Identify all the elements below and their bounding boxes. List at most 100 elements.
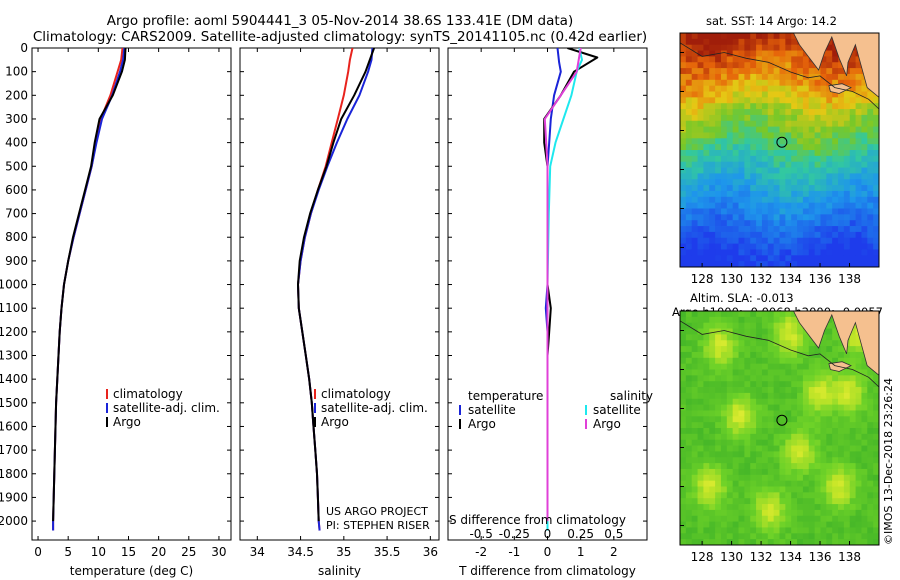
map-cell: [826, 351, 833, 359]
map-cell: [744, 33, 751, 40]
map-cell: [832, 451, 839, 458]
map-cell: [814, 103, 821, 110]
map-cell: [843, 416, 851, 423]
map-cell: [808, 237, 816, 244]
map-cell: [720, 190, 728, 198]
map-cell: [820, 363, 827, 370]
map-cell: [691, 381, 698, 388]
map-cell: [785, 255, 792, 262]
map-cell: [802, 369, 810, 376]
map-cell: [802, 498, 810, 505]
map-cell: [720, 387, 728, 394]
map-cell: [738, 79, 745, 87]
map-cell: [849, 468, 856, 476]
series-line-t-satellite: [544, 48, 562, 531]
map-cell: [697, 509, 704, 517]
map-cell: [715, 387, 722, 394]
map-cell: [791, 492, 798, 499]
map-cell: [691, 533, 698, 540]
map-cell: [797, 381, 804, 388]
map-cell: [709, 311, 716, 318]
map-cell: [697, 334, 704, 341]
map-cell: [750, 120, 757, 127]
map-cell: [849, 214, 856, 221]
map-cell: [767, 33, 775, 40]
map-cell: [838, 539, 845, 546]
map-cell: [709, 167, 716, 174]
map-cell: [715, 150, 722, 157]
map-cell: [691, 120, 698, 127]
map-cell: [685, 220, 693, 227]
map-cell: [849, 226, 856, 233]
map-cell: [843, 91, 851, 98]
map-cell: [849, 161, 856, 168]
map-cell: [832, 196, 839, 204]
map-cell: [703, 179, 710, 186]
map-cell: [814, 161, 821, 168]
map-cell: [709, 126, 716, 133]
map-cell: [732, 375, 739, 382]
map-cell: [814, 404, 821, 411]
map-cell: [726, 38, 734, 46]
map-cell: [756, 255, 763, 262]
map-cell: [791, 97, 798, 104]
map-cell: [785, 33, 792, 40]
map-cell: [726, 138, 734, 145]
map-cell: [826, 428, 833, 435]
map-cell: [802, 255, 810, 262]
map-cell: [838, 351, 845, 359]
map-cell: [756, 44, 763, 51]
map-cell: [814, 150, 821, 157]
map-cell: [732, 185, 739, 192]
map-cell: [703, 509, 710, 517]
map-cell: [715, 334, 722, 341]
map-cell: [802, 387, 810, 394]
map-cell: [826, 109, 833, 116]
map-cell: [832, 433, 839, 441]
map-cell: [697, 132, 704, 139]
map-cell: [843, 220, 851, 227]
map-cell: [720, 161, 728, 168]
map-cell: [814, 202, 821, 209]
map-cell: [802, 468, 810, 476]
lon-tick-label: 136: [809, 272, 832, 286]
map-cell: [791, 138, 798, 145]
map-cell: [826, 208, 833, 215]
map-cell: [697, 185, 704, 192]
map-cell: [861, 243, 868, 250]
map-cell: [797, 243, 804, 250]
map-cell: [843, 433, 851, 441]
map-cell: [785, 103, 792, 110]
map-cell: [697, 428, 704, 435]
map-cell: [826, 138, 833, 145]
map-cell: [867, 533, 874, 540]
map-cell: [873, 433, 880, 441]
map-cell: [791, 428, 798, 435]
map-cell: [867, 509, 874, 517]
map-cell: [767, 539, 775, 546]
map-cell: [797, 79, 804, 87]
map-cell: [838, 150, 845, 157]
map-cell: [773, 392, 780, 400]
map-cell: [849, 346, 856, 353]
map-cell: [720, 173, 728, 180]
map-cell: [797, 155, 804, 163]
map-cell: [785, 132, 792, 139]
map-cell: [703, 138, 710, 145]
map-cell: [785, 150, 792, 157]
map-cell: [703, 214, 710, 221]
map-cell: [685, 375, 693, 382]
map-cell: [802, 155, 810, 163]
map-cell: [791, 126, 798, 133]
map-cell: [832, 387, 839, 394]
map-cell: [756, 328, 763, 335]
map-cell: [732, 398, 739, 405]
map-cell: [838, 457, 845, 464]
map-cell: [726, 387, 734, 394]
map-cell: [820, 138, 827, 145]
map-cell: [697, 220, 704, 227]
map-cell: [720, 375, 728, 382]
map-cell: [773, 144, 780, 151]
map-cell: [814, 363, 821, 370]
map-cell: [867, 243, 874, 250]
